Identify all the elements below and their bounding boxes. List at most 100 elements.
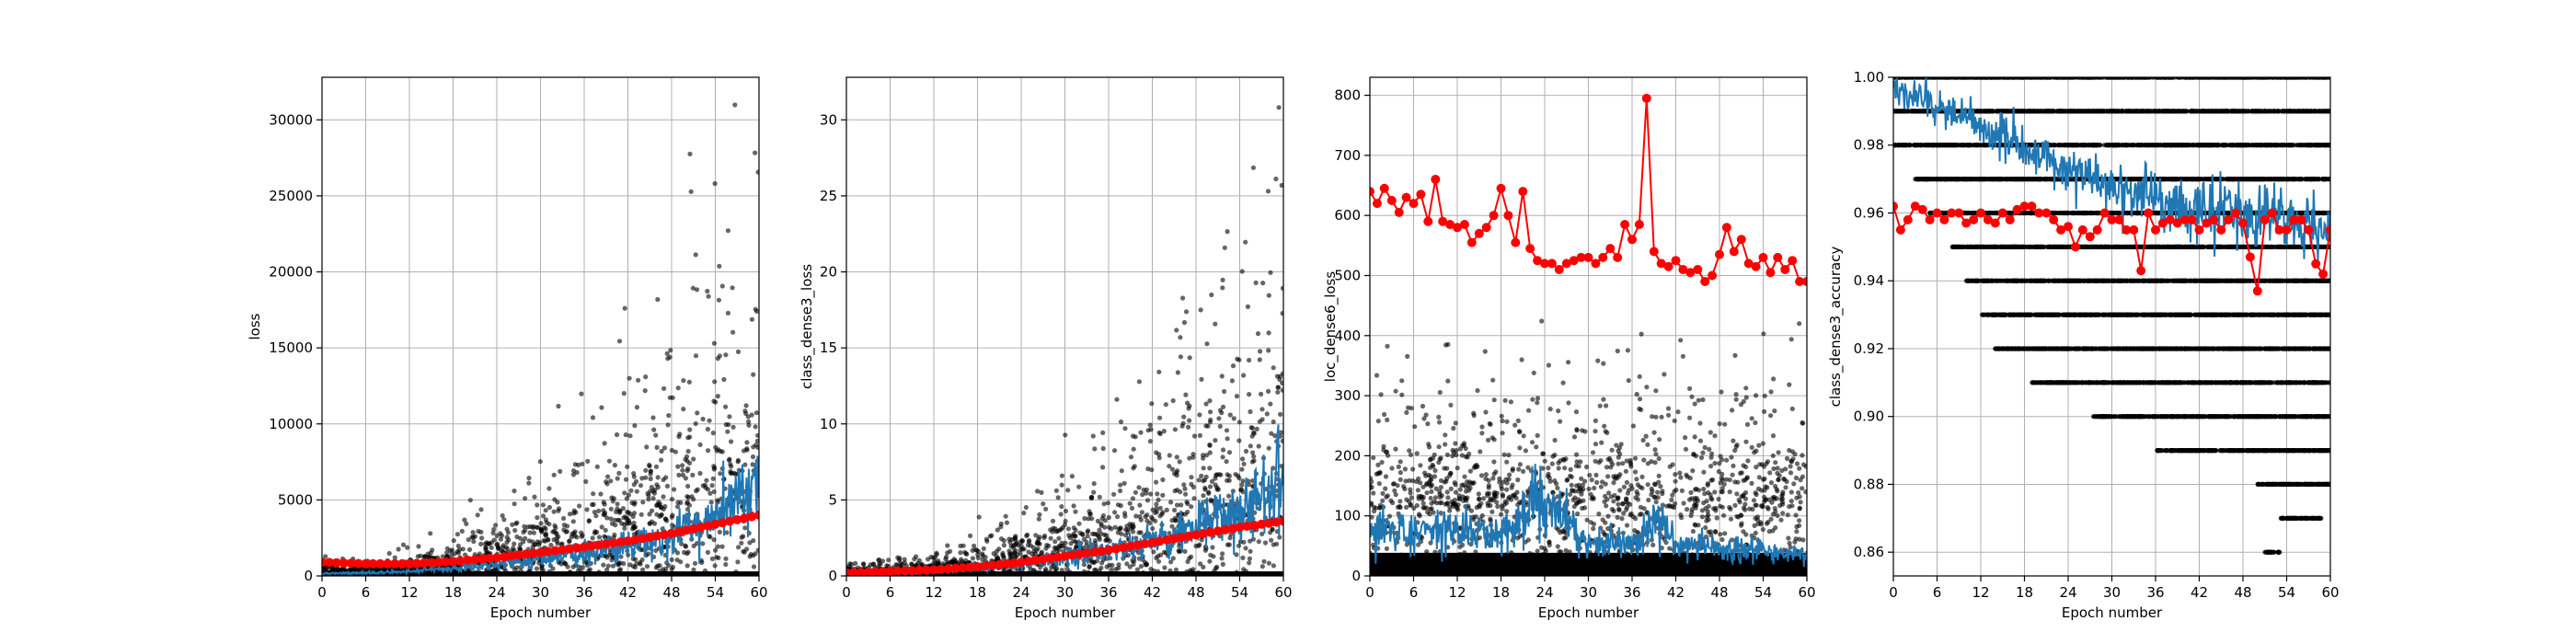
x-tick-label: 12 — [400, 584, 418, 601]
scatter-point — [1239, 482, 1245, 488]
scatter-point — [687, 151, 693, 156]
scatter-point — [1033, 533, 1039, 538]
scatter-point — [1098, 523, 1104, 529]
scatter-point — [1375, 419, 1381, 424]
scatter-point — [1428, 495, 1433, 501]
scatter-point — [1426, 444, 1432, 450]
scatter-point — [661, 445, 668, 451]
scatter-point — [1788, 337, 1794, 342]
series-marker-epoch — [1700, 277, 1710, 286]
scatter-point — [909, 561, 914, 567]
scatter-point — [1160, 492, 1166, 498]
scatter-point — [596, 535, 603, 540]
scatter-point — [1540, 451, 1546, 456]
scatter-point — [1463, 496, 1468, 501]
scatter-point — [1418, 463, 1423, 468]
scatter-point — [470, 530, 476, 535]
scatter-point — [577, 503, 582, 509]
scatter-point — [1021, 511, 1027, 516]
series-marker-epoch — [965, 562, 975, 572]
scatter-point — [1705, 509, 1710, 514]
y-tick-label: 15 — [820, 339, 837, 356]
scatter-point — [489, 545, 494, 550]
series-marker-epoch — [1503, 211, 1513, 221]
scatter-point — [1568, 491, 1573, 498]
scatter-point — [532, 542, 537, 547]
scatter-point — [1116, 562, 1121, 568]
series-marker-epoch — [513, 550, 523, 560]
scatter-point — [1482, 349, 1488, 354]
scatter-point — [1264, 411, 1270, 417]
scatter-point — [584, 559, 590, 565]
scatter-point — [664, 518, 670, 523]
scatter-point — [1639, 474, 1645, 480]
scatter-point — [1620, 461, 1626, 466]
scatter-point — [574, 535, 580, 540]
scatter-point — [980, 551, 985, 557]
scatter-point — [617, 560, 623, 566]
scatter-point — [579, 391, 584, 397]
scatter-point — [705, 487, 711, 492]
scatter-point — [1058, 526, 1064, 532]
scatter-point — [523, 535, 528, 541]
scatter-point — [1712, 460, 1718, 466]
scatter-point — [1203, 423, 1209, 429]
scatter-point — [1719, 457, 1725, 463]
scatter-point — [1376, 481, 1382, 487]
scatter-point — [995, 527, 1000, 533]
scatter-point — [1794, 461, 1800, 466]
scatter-point — [876, 558, 881, 563]
scatter-point — [1412, 424, 1418, 430]
scatter-point — [490, 530, 496, 536]
scatter-point — [975, 552, 981, 558]
x-axis-label: Epoch number — [490, 604, 592, 621]
scatter-point — [1706, 529, 1711, 535]
scatter-point — [1573, 409, 1580, 415]
scatter-point — [755, 169, 759, 175]
scatter-point — [543, 526, 548, 532]
scatter-point — [1468, 508, 1475, 513]
scatter-point — [1777, 502, 1783, 509]
series-marker-epoch — [673, 527, 684, 537]
scatter-point — [471, 538, 477, 545]
scatter-point — [1401, 484, 1407, 489]
scatter-point — [1011, 546, 1017, 551]
scatter-point — [1555, 485, 1560, 491]
scatter-point — [623, 477, 629, 482]
scatter-point — [716, 555, 721, 561]
scatter-point — [1689, 510, 1695, 515]
scatter-point — [1507, 472, 1512, 477]
scatter-point — [576, 564, 582, 569]
scatter-point — [1187, 418, 1192, 423]
scatter-point — [1063, 518, 1068, 524]
scatter-point — [719, 283, 725, 289]
scatter-point — [1547, 478, 1553, 484]
scatter-point — [1593, 458, 1598, 464]
scatter-point — [705, 549, 711, 556]
scatter-point — [601, 562, 606, 568]
scatter-point — [1504, 419, 1510, 424]
scatter-point — [742, 525, 748, 531]
scatter-point — [751, 538, 756, 544]
scatter-point — [1207, 443, 1213, 448]
scatter-point — [1379, 459, 1385, 466]
scatter-point — [664, 351, 670, 356]
scatter-point — [466, 546, 473, 553]
scatter-point — [1405, 353, 1410, 359]
series-marker-epoch — [1140, 539, 1150, 548]
scatter-point — [989, 533, 995, 538]
scatter-point — [1531, 370, 1536, 375]
y-tick-label: 300 — [1334, 387, 1361, 404]
scatter-point — [640, 567, 646, 572]
series-marker-epoch — [1459, 220, 1469, 229]
scatter-point — [1156, 369, 1162, 374]
scatter-point — [623, 432, 628, 438]
scatter-point — [1793, 475, 1800, 481]
scatter-point — [634, 561, 639, 567]
scatter-point — [330, 567, 336, 572]
scatter-point — [1765, 519, 1771, 525]
scatter-point — [618, 554, 624, 559]
scatter-point — [1269, 537, 1274, 543]
series-marker-epoch — [1386, 195, 1397, 205]
